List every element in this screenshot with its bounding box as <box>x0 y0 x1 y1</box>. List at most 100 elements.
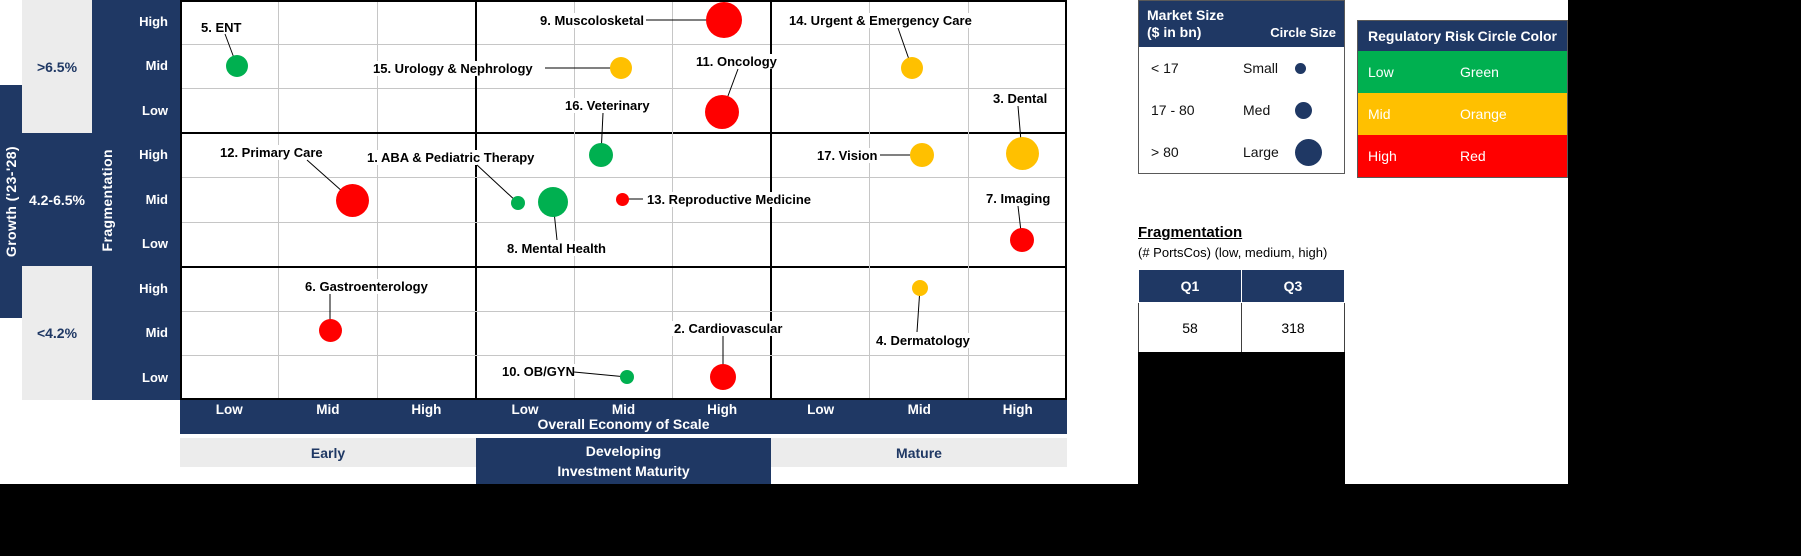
economy-scale-level-labels: Low Mid High Low Mid High Low Mid High <box>180 400 1067 417</box>
label-urgent-emergency-care: 14. Urgent & Emergency Care <box>787 13 974 28</box>
fragmentation-legend-subtitle: (# PortsCos) (low, medium, high) <box>1138 245 1328 260</box>
bubble-oncology <box>705 95 739 129</box>
x-axis-bar: Low Mid High Low Mid High Low Mid High Overall E… <box>180 400 1067 434</box>
growth-band-mid-label: 4.2-6.5% <box>28 191 86 208</box>
label-urology-nephrology: 15. Urology & Nephrology <box>371 61 535 76</box>
circle-color-column-header: Circle Color <box>1477 28 1557 44</box>
fragmentation-axis-column: Fragmentation High Mid Low High Mid Low High Mi… <box>92 0 180 400</box>
bubble-muscolosketal <box>706 2 742 38</box>
maturity-early-label: Early <box>310 444 346 461</box>
growth-band-mid: 4.2-6.5% <box>22 133 92 266</box>
fragmentation-level-label: High <box>139 14 168 29</box>
grid-major-hline <box>180 265 1067 268</box>
bubble-urology-nephrology <box>610 57 632 79</box>
grid-minor-vline <box>869 0 871 400</box>
grid-major-vline <box>474 0 477 400</box>
grid-major-hline <box>180 132 1067 135</box>
investment-maturity-title: Investment Maturity <box>557 463 690 480</box>
growth-band-high-label: >6.5% <box>36 58 78 75</box>
market-size-title: Market Size <box>1147 7 1225 23</box>
bubble-cardiovascular <box>710 364 736 390</box>
bubble-dermatology <box>912 280 928 296</box>
market-size-title-block: Market Size ($ in bn) <box>1147 7 1224 41</box>
risk-row-low: Low Green <box>1358 51 1567 93</box>
market-size-label: Small <box>1243 60 1279 76</box>
quartile-header-q1: Q1 <box>1138 269 1242 303</box>
grid-minor-vline <box>573 0 575 400</box>
maturity-early: Early <box>180 438 476 467</box>
bubble-ent <box>226 55 248 77</box>
label-imaging: 7. Imaging <box>984 191 1053 206</box>
grid-minor-vline <box>967 0 969 400</box>
label-dental: 3. Dental <box>991 91 1050 106</box>
economy-scale-level-label: High <box>411 402 442 417</box>
label-gastroenterology: 6. Gastroenterology <box>303 279 430 294</box>
large-circle-icon <box>1295 138 1322 166</box>
label-ent: 5. ENT <box>199 20 244 35</box>
market-size-subtitle: ($ in bn) <box>1147 24 1202 40</box>
market-size-range: 17 - 80 <box>1151 102 1195 118</box>
risk-level: Mid <box>1368 106 1391 122</box>
risk-color-name: Orange <box>1460 106 1507 122</box>
regulatory-risk-title: Regulatory Risk <box>1368 28 1475 44</box>
market-size-range: < 17 <box>1151 60 1179 76</box>
economy-scale-level-label: High <box>707 402 738 417</box>
economy-scale-level-label: Mid <box>316 402 340 417</box>
bubble-primary-care <box>335 183 369 217</box>
label-reproductive-medicine: 13. Reproductive Medicine <box>645 192 813 207</box>
fragmentation-legend-title: Fragmentation <box>1138 224 1243 241</box>
quartile-value-q3: 318 <box>1241 302 1345 354</box>
grid-minor-vline <box>278 0 280 400</box>
label-aba-pediatric-therapy: 1. ABA & Pediatric Therapy <box>365 150 537 165</box>
maturity-mature: Mature <box>771 438 1067 467</box>
grid-minor-hline <box>180 221 1067 223</box>
maturity-developing: Developing Investment Maturity <box>476 438 771 484</box>
grid-minor-hline <box>180 310 1067 312</box>
risk-row-high: High Red <box>1358 135 1567 177</box>
economy-scale-level-label: High <box>1002 402 1033 417</box>
bubble-urgent-emergency-care <box>901 57 923 79</box>
economy-scale-level-label: Low <box>807 402 835 417</box>
label-muscolosketal: 9. Muscolosketal <box>538 13 647 28</box>
grid-minor-hline <box>180 43 1067 45</box>
risk-level: High <box>1368 148 1397 164</box>
market-size-row-med: 17 - 80 Med <box>1139 89 1344 131</box>
growth-axis-title-strip: Growth ('23-'28) <box>0 85 22 318</box>
fragmentation-level-label: Mid <box>145 325 168 341</box>
risk-row-mid: Mid Orange <box>1358 93 1567 135</box>
quartile-value-q1: 58 <box>1138 302 1242 354</box>
growth-band-high: >6.5% <box>22 0 92 133</box>
grid-minor-hline <box>180 88 1067 90</box>
black-box <box>1138 352 1345 484</box>
label-dermatology: 4. Dermatology <box>874 333 972 348</box>
bubble-mental-health <box>538 187 568 217</box>
risk-level: Low <box>1368 64 1394 80</box>
economy-scale-level-label: Mid <box>907 402 931 417</box>
plot-area: 5. ENT 9. Muscolosketal 14. Urgent & Emerg… <box>180 0 1067 400</box>
leader-line-aba-pediatric-therapy <box>476 164 519 204</box>
market-size-legend-header: Market Size ($ in bn) Circle Size <box>1139 1 1344 47</box>
grid-minor-vline <box>376 0 378 400</box>
fragmentation-level-label: High <box>139 147 168 163</box>
bubble-vision <box>910 143 934 167</box>
economy-scale-level-label: Low <box>511 402 539 417</box>
bubble-aba-pediatric-therapy <box>511 196 525 210</box>
black-filler-right <box>1568 0 1801 556</box>
fragmentation-level-label: Low <box>142 102 168 118</box>
circle-size-column-header: Circle Size <box>1270 25 1336 40</box>
grid-minor-hline <box>180 355 1067 357</box>
market-size-label: Large <box>1243 144 1279 160</box>
growth-band-low-label: <4.2% <box>36 325 78 341</box>
bubble-gastroenterology <box>318 318 342 342</box>
label-vision: 17. Vision <box>815 148 880 163</box>
label-primary-care: 12. Primary Care <box>218 145 325 160</box>
economy-scale-level-label: Mid <box>611 402 636 417</box>
small-circle-icon <box>1295 62 1306 74</box>
growth-axis-title: Growth ('23-'28) <box>3 145 19 258</box>
medium-circle-icon <box>1295 101 1312 119</box>
maturity-mature-label: Mature <box>896 444 942 461</box>
market-size-label: Med <box>1243 102 1271 118</box>
bubble-imaging <box>1010 228 1034 252</box>
grid-minor-hline <box>180 177 1067 179</box>
